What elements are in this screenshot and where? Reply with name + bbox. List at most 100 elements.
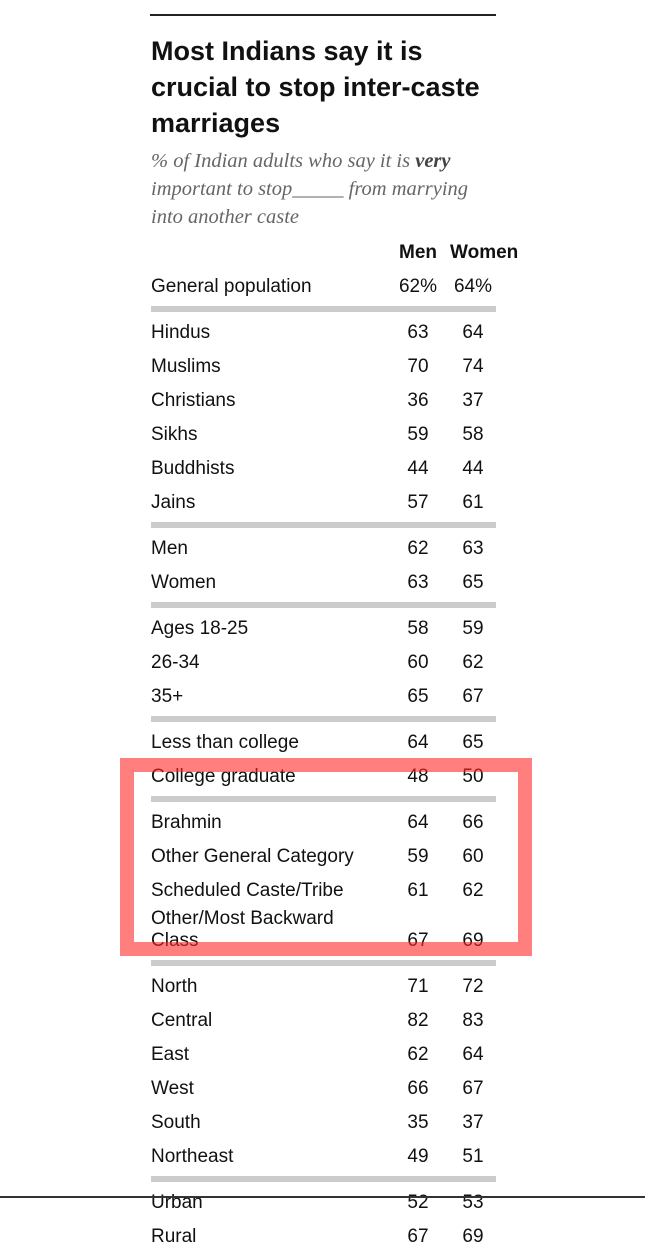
cell-value: 82 — [407, 1010, 429, 1031]
row-label: East — [151, 1044, 190, 1065]
separator — [151, 602, 496, 608]
cell-value: 62 — [462, 652, 484, 673]
page: {"header": {"title": "Most Indians say i… — [0, 14, 645, 1247]
column-header: Men — [399, 242, 437, 263]
cell-value: 66 — [462, 812, 484, 833]
cell-value: 49 — [407, 1146, 429, 1167]
row-label: Other General Category — [151, 846, 354, 867]
separator — [151, 1176, 496, 1182]
cell-value: 37 — [462, 390, 484, 411]
row-label: South — [151, 1112, 201, 1133]
row-label: College graduate — [151, 766, 296, 787]
column-header: Women — [450, 242, 519, 263]
row-label: 35+ — [151, 686, 184, 707]
row-label: Muslims — [151, 356, 221, 377]
cell-value: 59 — [462, 618, 484, 639]
table-row: Jains 57 61 — [151, 486, 496, 520]
table-row: Scheduled Caste/Tribe 61 62 — [151, 874, 496, 908]
table-row: Urban 52 53 — [151, 1186, 496, 1220]
row-label: Christians — [151, 390, 236, 411]
cell-value: 69 — [462, 1226, 484, 1247]
row-label: Other/Most Backward Class — [151, 908, 334, 951]
cell-value: 72 — [462, 976, 484, 997]
cell-value: 62% — [398, 276, 438, 297]
cell-value: 65 — [407, 686, 429, 707]
cell-value: 35 — [407, 1112, 429, 1133]
table-row: Women 63 65 — [151, 566, 496, 600]
cell-value: 50 — [462, 766, 484, 787]
cell-value: 74 — [462, 356, 484, 377]
cell-value: 66 — [407, 1078, 429, 1099]
cell-value: 64 — [407, 812, 429, 833]
cell-value: 48 — [407, 766, 429, 787]
table-row: Northeast 49 51 — [151, 1140, 496, 1174]
cell-value: 67 — [462, 1078, 484, 1099]
table-row: Buddhists 44 44 — [151, 452, 496, 486]
table-row: West 66 67 — [151, 1072, 496, 1106]
table-row: South 35 37 — [151, 1106, 496, 1140]
cell-value: 70 — [407, 356, 429, 377]
cell-value: 67 — [462, 686, 484, 707]
cell-value: 69 — [462, 930, 484, 951]
table: Men Women General population 62% 64% Hindus 63… — [151, 240, 519, 1254]
cell-value: 83 — [462, 1010, 484, 1031]
separator — [151, 960, 496, 966]
table-row: East 62 64 — [151, 1038, 496, 1072]
cell-value: 64 — [462, 1044, 484, 1065]
row-label: Central — [151, 1010, 213, 1031]
cell-value: 59 — [407, 424, 429, 445]
cell-value: 60 — [407, 652, 429, 673]
separator — [151, 796, 496, 802]
table-row: Men 62 63 — [151, 532, 496, 566]
table-row: Sikhs 59 58 — [151, 418, 496, 452]
row-label: 26-34 — [151, 652, 200, 673]
bottom-rule — [0, 1196, 645, 1198]
row-label: Scheduled Caste/Tribe — [151, 880, 344, 901]
title: Most Indians say it is crucial to stop i… — [151, 36, 480, 138]
separator — [151, 306, 496, 312]
table-row: Other General Category 59 60 — [151, 840, 496, 874]
cell-value: 44 — [407, 458, 429, 479]
cell-value: 59 — [407, 846, 429, 867]
top-rule — [150, 14, 496, 16]
row-label: Jains — [151, 492, 196, 513]
cell-value: 67 — [407, 930, 429, 951]
table-row: Hindus 63 64 — [151, 316, 496, 350]
subtitle-emphasis: very — [415, 150, 451, 172]
cell-value: 64 — [407, 732, 429, 753]
table-row: College graduate 48 50 — [151, 760, 496, 794]
row-label: North — [151, 976, 198, 997]
table-row: Less than college 64 65 — [151, 726, 496, 760]
row-label: Women — [151, 572, 217, 593]
cell-value: 61 — [462, 492, 484, 513]
cell-value: 62 — [407, 538, 429, 559]
row-label: West — [151, 1078, 194, 1099]
subtitle-blank: _____ — [292, 178, 344, 200]
row-label: Northeast — [151, 1146, 234, 1167]
table-row: Christians 36 37 — [151, 384, 496, 418]
cell-value: 58 — [407, 618, 429, 639]
row-label: Men — [151, 538, 188, 559]
row-label: Sikhs — [151, 424, 198, 445]
table-row: Other/Most Backward Class 67 69 — [151, 908, 496, 958]
cell-value: 57 — [407, 492, 429, 513]
cell-value: 60 — [462, 846, 484, 867]
row-label: Less than college — [151, 732, 299, 753]
separator — [151, 522, 496, 528]
table-row: 26-34 60 62 — [151, 646, 496, 680]
row-label: Brahmin — [151, 812, 222, 833]
cell-value: 51 — [462, 1146, 484, 1167]
cell-value: 63 — [462, 538, 484, 559]
cell-value: 36 — [407, 390, 429, 411]
row-label: General population — [151, 276, 312, 297]
separator — [151, 716, 496, 722]
row-label: Rural — [151, 1226, 197, 1247]
table-row: Brahmin 64 66 — [151, 806, 496, 840]
general-row: General population 62% 64% — [151, 270, 496, 304]
cell-value: 58 — [462, 424, 484, 445]
cell-value: 44 — [462, 458, 484, 479]
cell-value: 62 — [462, 880, 484, 901]
subtitle-text: % of Indian adults who say it is — [151, 150, 411, 172]
cell-value: 37 — [462, 1112, 484, 1133]
cell-value: 64% — [453, 276, 493, 297]
